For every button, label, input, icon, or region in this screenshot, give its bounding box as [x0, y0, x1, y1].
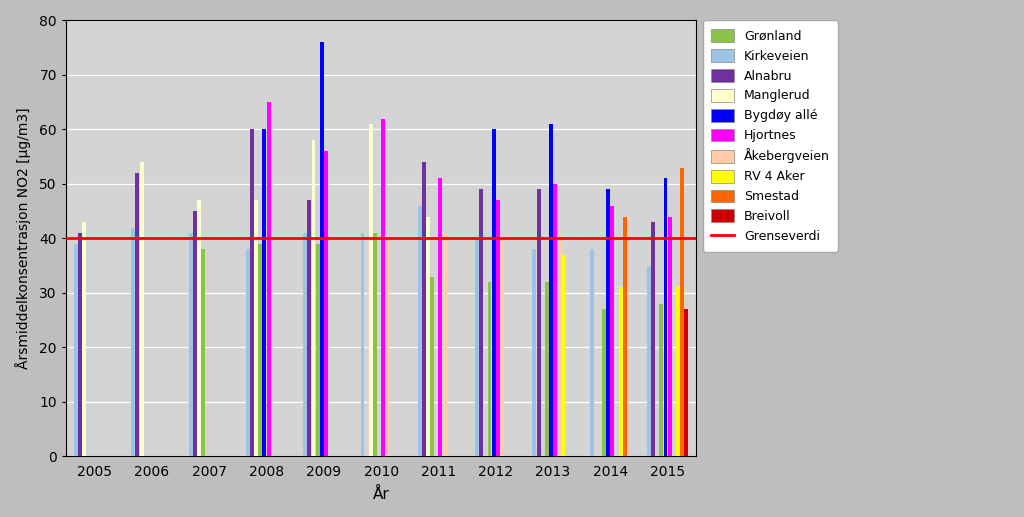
Bar [303, 233, 307, 457]
Bar [590, 249, 594, 457]
Bar [430, 277, 434, 457]
Bar [496, 200, 500, 457]
Bar [262, 129, 266, 457]
Bar [422, 162, 426, 457]
Bar [307, 200, 311, 457]
Bar [319, 42, 324, 457]
Bar [500, 238, 504, 457]
Bar [369, 124, 373, 457]
Bar [246, 249, 250, 457]
Bar [250, 129, 254, 457]
Bar [610, 206, 614, 457]
Bar [135, 173, 139, 457]
Bar [602, 309, 606, 457]
Bar [487, 282, 492, 457]
Bar [680, 168, 684, 457]
Y-axis label: Årsmiddelkonsentrasjon NO2 [µg/m3]: Årsmiddelkonsentrasjon NO2 [µg/m3] [15, 108, 31, 369]
Bar [549, 124, 553, 457]
Bar [606, 189, 610, 457]
Bar [651, 222, 655, 457]
Bar [74, 244, 78, 457]
Bar [438, 178, 442, 457]
Bar [78, 233, 82, 457]
Bar [659, 304, 664, 457]
Bar [373, 233, 377, 457]
Bar [553, 184, 557, 457]
Bar [324, 151, 328, 457]
Bar [676, 287, 680, 457]
Bar [131, 227, 135, 457]
Bar [311, 140, 315, 457]
Bar [385, 238, 389, 457]
Bar [442, 233, 446, 457]
Bar [557, 233, 561, 457]
Bar [82, 222, 86, 457]
Bar [545, 282, 549, 457]
Bar [618, 287, 623, 457]
Bar [139, 162, 143, 457]
X-axis label: År: År [373, 487, 389, 502]
Legend: Grønland, Kirkeveien, Alnabru, Manglerud, Bygdøy allé, Hjortnes, Åkebergveien, R: Grønland, Kirkeveien, Alnabru, Manglerud… [702, 21, 839, 252]
Bar [201, 249, 205, 457]
Bar [197, 200, 201, 457]
Bar [537, 189, 541, 457]
Bar [258, 244, 262, 457]
Bar [492, 129, 496, 457]
Bar [360, 233, 365, 457]
Bar [664, 178, 668, 457]
Bar [532, 249, 537, 457]
Bar [475, 238, 479, 457]
Bar [254, 200, 258, 457]
Bar [193, 211, 197, 457]
Bar [266, 102, 270, 457]
Bar [188, 233, 193, 457]
Bar [561, 255, 565, 457]
Bar [684, 309, 688, 457]
Bar [623, 217, 627, 457]
Bar [647, 266, 651, 457]
Bar [418, 206, 422, 457]
Bar [381, 118, 385, 457]
Bar [479, 189, 483, 457]
Bar [668, 217, 672, 457]
Bar [315, 244, 319, 457]
Bar [426, 217, 430, 457]
